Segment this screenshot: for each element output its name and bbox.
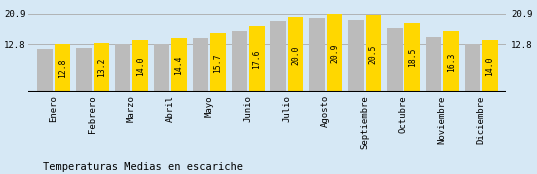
Bar xyxy=(270,21,286,92)
Text: 13.2: 13.2 xyxy=(97,58,106,77)
Text: 20.0: 20.0 xyxy=(291,45,300,65)
Bar xyxy=(482,40,498,92)
Bar xyxy=(115,44,130,92)
Bar xyxy=(249,26,265,92)
Bar xyxy=(348,20,364,92)
Bar xyxy=(76,48,92,92)
Bar xyxy=(210,33,226,92)
Bar xyxy=(93,43,109,92)
Bar xyxy=(288,17,303,92)
Bar xyxy=(171,38,187,92)
Bar xyxy=(309,18,325,92)
Text: 18.5: 18.5 xyxy=(408,48,417,68)
Text: 17.6: 17.6 xyxy=(252,50,262,69)
Text: 20.5: 20.5 xyxy=(369,44,378,64)
Bar xyxy=(154,44,169,92)
Text: 16.3: 16.3 xyxy=(447,52,455,72)
Bar xyxy=(426,37,441,92)
Bar xyxy=(366,15,381,92)
Text: 20.9: 20.9 xyxy=(330,44,339,63)
Bar xyxy=(133,40,148,92)
Bar xyxy=(55,44,70,92)
Text: 14.0: 14.0 xyxy=(136,56,144,76)
Text: 12.8: 12.8 xyxy=(58,59,67,78)
Bar xyxy=(193,38,208,92)
Bar xyxy=(465,44,480,92)
Bar xyxy=(37,49,53,92)
Bar xyxy=(444,31,459,92)
Bar xyxy=(231,31,247,92)
Text: 14.0: 14.0 xyxy=(485,56,495,76)
Text: Temperaturas Medias en escariche: Temperaturas Medias en escariche xyxy=(43,162,243,172)
Text: 15.7: 15.7 xyxy=(213,53,222,73)
Bar xyxy=(387,28,403,92)
Text: 14.4: 14.4 xyxy=(175,56,184,75)
Bar xyxy=(404,23,420,92)
Bar xyxy=(326,14,342,92)
